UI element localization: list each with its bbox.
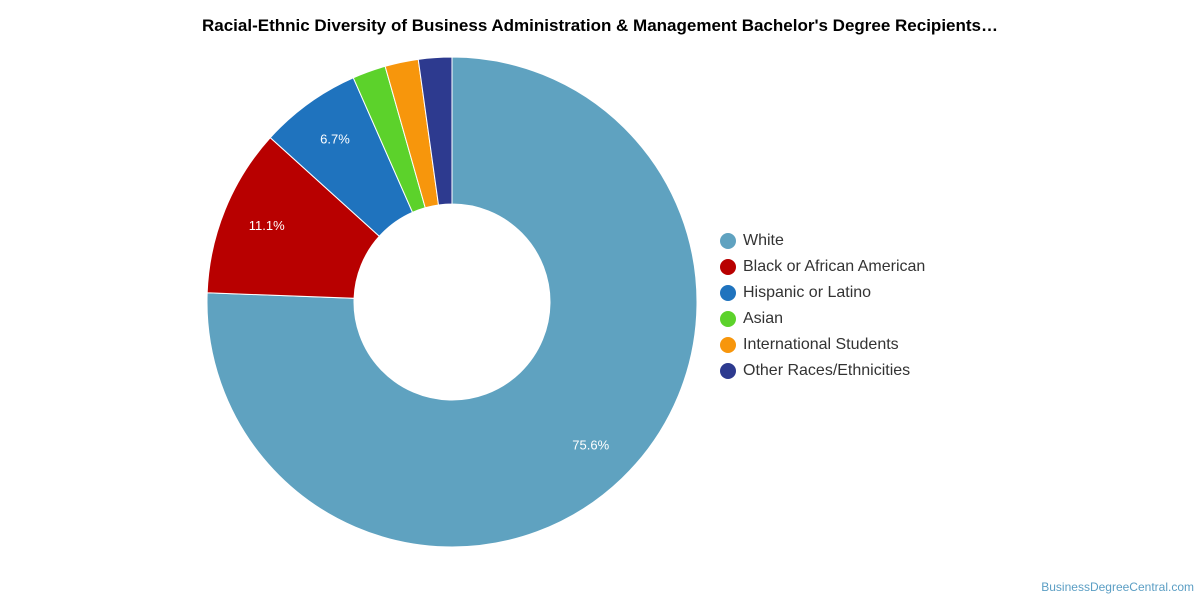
chart-title: Racial-Ethnic Diversity of Business Admi…: [201, 16, 998, 35]
legend-swatch: [720, 311, 736, 327]
legend-item-other-races-ethnicities[interactable]: Other Races/Ethnicities: [720, 358, 1020, 384]
legend-item-hispanic-or-latino[interactable]: Hispanic or Latino: [720, 280, 1020, 306]
legend-swatch: [720, 337, 736, 353]
legend-label: White: [743, 232, 784, 249]
legend-item-white[interactable]: White: [720, 228, 1020, 254]
slice-white[interactable]: [206, 56, 698, 548]
legend-swatch: [720, 259, 736, 275]
legend: White Black or African American Hispanic o…: [720, 228, 1020, 384]
legend-swatch: [720, 363, 736, 379]
legend-swatch: [720, 285, 736, 301]
legend-label: International Students: [743, 336, 899, 353]
credit-text: BusinessDegreeCentral.com: [1041, 580, 1194, 594]
legend-label: Black or African American: [743, 258, 926, 275]
data-label-white: 75.6%: [572, 437, 609, 452]
legend-swatch: [720, 233, 736, 249]
legend-item-asian[interactable]: Asian: [720, 306, 1020, 332]
slice-other-races-ethnicities[interactable]: [417, 56, 453, 206]
legend-item-international-students[interactable]: International Students: [720, 332, 1020, 358]
legend-label: Asian: [743, 310, 784, 327]
data-label-hispanic-or-latino: 6.7%: [320, 131, 350, 146]
slice-black-or-african-american[interactable]: [206, 136, 381, 299]
legend-item-black-or-african-american[interactable]: Black or African American: [720, 254, 1020, 280]
legend-label: Other Races/Ethnicities: [743, 362, 911, 379]
data-label-black-or-african-american: 11.1%: [249, 218, 285, 233]
legend-label: Hispanic or Latino: [743, 284, 872, 301]
